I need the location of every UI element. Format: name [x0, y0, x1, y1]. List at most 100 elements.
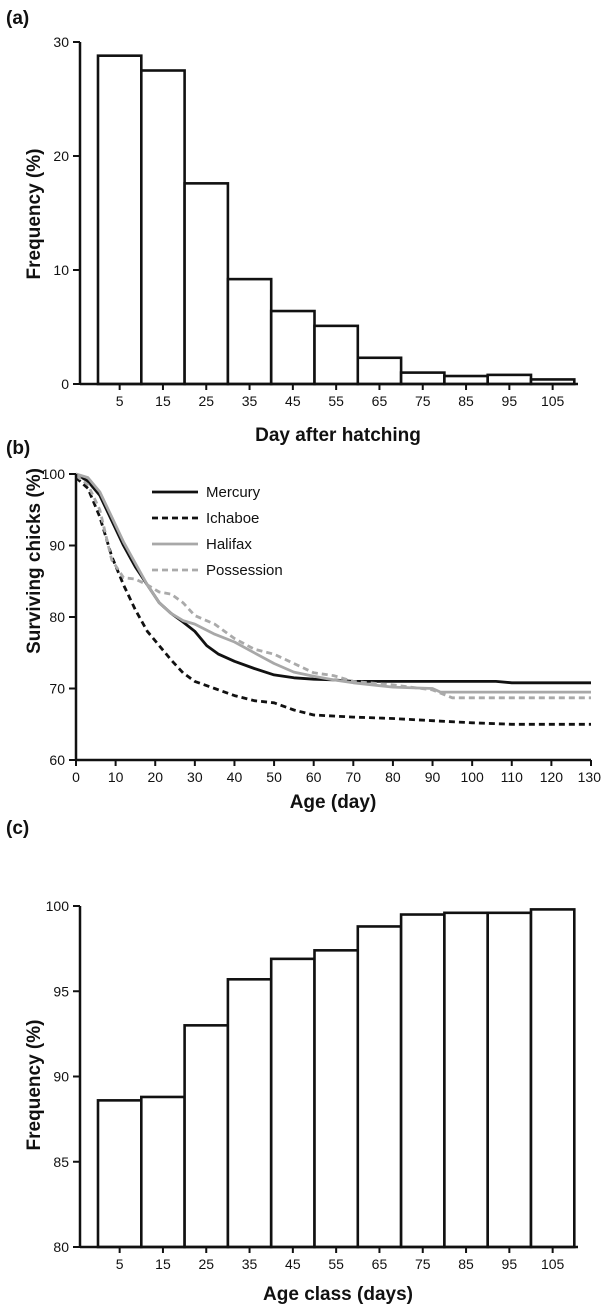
- panel-c-y-tick-label: 85: [53, 1154, 69, 1170]
- panel-a-x-tick-label: 25: [198, 393, 214, 409]
- panel-c-x-tick-label: 95: [502, 1256, 518, 1272]
- panel-a-bar-45: [269, 309, 316, 386]
- panel-b-y-axis-label: Surviving chicks (%): [24, 468, 45, 654]
- panel-b-x-tick-label: 60: [306, 769, 322, 785]
- panel-b-y-tick-label: 80: [49, 609, 65, 625]
- legend-label-mercury: Mercury: [206, 484, 261, 501]
- series-line-mercury: [75, 472, 591, 685]
- panel-b: (b) Surviving chicks (%) Age (day) 60 70 8…: [6, 438, 601, 813]
- panel-a-x-tick-label: 105: [541, 393, 565, 409]
- panel-a-bar-25: [183, 182, 230, 386]
- panel-c-x-ticks: 5 15 25 35 45 55 65 75 85 95 105: [116, 1247, 565, 1272]
- panel-a-x-tick-label: 5: [116, 393, 124, 409]
- panel-b-x-tick-label: 130: [578, 769, 602, 785]
- panel-c-bar-35: [226, 978, 273, 1249]
- panel-b-y-tick-label: 90: [49, 538, 65, 554]
- panel-c-bars: [96, 908, 576, 1249]
- panel-c-x-tick-label: 45: [285, 1256, 301, 1272]
- panel-b-y-ticks: 60 70 80 90 100: [42, 466, 76, 768]
- panel-b-x-axis-label: Age (day): [290, 792, 377, 813]
- panel-a: (a) Frequency (%) Day after hatching 0 10…: [6, 8, 578, 446]
- panel-c-label: (c): [6, 818, 29, 839]
- panel-b-legend: Mercury Ichaboe Halifax Possession: [152, 484, 283, 579]
- panel-a-bar-35: [226, 277, 273, 386]
- panel-c-x-tick-label: 85: [458, 1256, 474, 1272]
- panel-a-label: (a): [6, 8, 29, 29]
- panel-a-x-ticks: 5 15 25 35 45 55 65 75 85 95 105: [116, 384, 565, 409]
- series-line-halifax: [75, 472, 591, 694]
- panel-a-bar-15: [140, 69, 186, 386]
- panel-b-x-tick-label: 40: [227, 769, 243, 785]
- panel-a-x-tick-label: 55: [328, 393, 344, 409]
- panel-b-x-ticks: 0 10 20 30 40 50 60 70 80 90 100 110 120 130: [72, 760, 601, 785]
- panel-b-label: (b): [6, 438, 30, 459]
- panel-c-x-axis-label: Age class (days): [263, 1284, 413, 1305]
- panel-c-x-tick-label: 55: [328, 1256, 344, 1272]
- legend-label-possession: Possession: [206, 562, 283, 579]
- panel-b-lines: [75, 472, 591, 726]
- panel-c-bar-5: [96, 1099, 143, 1249]
- panel-b-y-tick-label: 100: [42, 466, 66, 482]
- panel-a-x-tick-label: 15: [155, 393, 171, 409]
- panel-b-x-tick-label: 90: [425, 769, 441, 785]
- panel-a-x-tick-label: 95: [502, 393, 518, 409]
- panel-c-y-tick-label: 90: [53, 1069, 69, 1085]
- panel-a-y-ticks: 0 10 20 30: [53, 34, 80, 392]
- panel-c-x-tick-label: 25: [198, 1256, 214, 1272]
- panel-b-x-tick-label: 110: [501, 769, 524, 785]
- panel-b-x-tick-label: 100: [460, 769, 484, 785]
- panel-b-x-tick-label: 30: [187, 769, 203, 785]
- panel-b-y-tick-label: 70: [49, 681, 65, 697]
- legend-label-ichaboe: Ichaboe: [206, 510, 259, 527]
- panel-a-x-tick-label: 75: [415, 393, 431, 409]
- panel-c-x-tick-label: 5: [116, 1256, 124, 1272]
- panel-c-bar-55: [313, 949, 360, 1249]
- panel-a-bar-65: [356, 356, 403, 386]
- panel-c-bar-15: [140, 1095, 186, 1249]
- panel-b-x-tick-label: 50: [266, 769, 282, 785]
- panel-b-x-tick-label: 80: [385, 769, 401, 785]
- panel-a-x-tick-label: 65: [372, 393, 388, 409]
- panel-a-y-tick-label: 20: [53, 148, 69, 164]
- panel-a-y-tick-label: 0: [61, 376, 69, 392]
- panel-c-y-tick-label: 80: [53, 1239, 69, 1255]
- panel-a-x-axis-label: Day after hatching: [255, 425, 421, 446]
- panel-c: (c) Frequency (%) Age class (days) 80 85 9…: [6, 818, 578, 1305]
- panel-a-bar-55: [313, 324, 360, 386]
- series-line-ichaboe: [75, 476, 591, 726]
- panel-a-bars: [96, 54, 576, 386]
- panel-b-x-tick-label: 120: [540, 769, 564, 785]
- panel-c-y-ticks: 80 85 90 95 100: [46, 898, 80, 1255]
- panel-c-y-tick-label: 100: [46, 898, 70, 914]
- panel-a-bar-95: [486, 373, 533, 386]
- panel-c-x-tick-label: 15: [155, 1256, 171, 1272]
- panel-c-x-tick-label: 35: [242, 1256, 258, 1272]
- panel-a-y-tick-label: 30: [53, 34, 69, 50]
- panel-a-x-tick-label: 45: [285, 393, 301, 409]
- panel-c-bar-25: [183, 1024, 230, 1249]
- panel-b-x-tick-label: 20: [147, 769, 163, 785]
- panel-b-y-tick-label: 60: [49, 752, 65, 768]
- panel-a-bar-5: [96, 54, 143, 386]
- legend-label-halifax: Halifax: [206, 536, 252, 553]
- series-line-possession: [75, 474, 591, 700]
- panel-b-x-tick-label: 10: [108, 769, 124, 785]
- panel-a-x-tick-label: 85: [458, 393, 474, 409]
- panel-a-bar-75: [399, 371, 446, 386]
- panel-c-bar-95: [486, 911, 533, 1249]
- panel-c-bar-105: [529, 908, 576, 1249]
- panel-c-bar-85: [443, 911, 489, 1249]
- panel-c-x-tick-label: 105: [541, 1256, 565, 1272]
- panel-a-y-tick-label: 10: [53, 262, 69, 278]
- panel-c-bar-75: [399, 913, 446, 1249]
- panel-b-x-tick-label: 70: [346, 769, 362, 785]
- panel-a-x-tick-label: 35: [242, 393, 258, 409]
- panel-c-bar-65: [356, 925, 403, 1249]
- panel-c-bar-45: [269, 957, 316, 1249]
- panel-a-y-axis-label: Frequency (%): [24, 149, 45, 280]
- panel-c-x-tick-label: 65: [372, 1256, 388, 1272]
- panel-c-x-tick-label: 75: [415, 1256, 431, 1272]
- panel-b-x-tick-label: 0: [72, 769, 80, 785]
- panel-c-y-axis-label: Frequency (%): [24, 1020, 45, 1151]
